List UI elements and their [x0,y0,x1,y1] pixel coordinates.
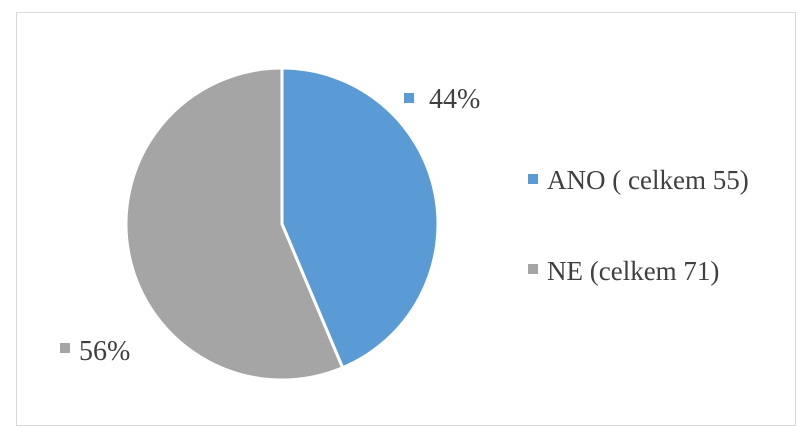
legend: ANO ( celkem 55) NE (celkem 71) [528,165,749,286]
data-label-marker-0 [404,93,414,103]
legend-item-1: NE (celkem 71) [528,256,719,286]
legend-marker-1 [528,264,538,274]
legend-item-0: ANO ( celkem 55) [528,165,749,195]
legend-marker-0 [528,174,538,184]
pie-slice-0 [280,66,440,370]
data-label-marker-1 [60,343,70,353]
data-label-text-0: 44% [429,84,480,115]
data-label-text-1: 56% [79,336,130,367]
data-label-1: 56% [60,336,130,367]
pie-slice-1 [124,66,345,382]
data-label-0: 44% [404,84,480,115]
legend-label-0: ANO ( celkem 55) [547,165,749,195]
pie-slices [124,66,440,382]
legend-label-1: NE (celkem 71) [547,256,719,286]
